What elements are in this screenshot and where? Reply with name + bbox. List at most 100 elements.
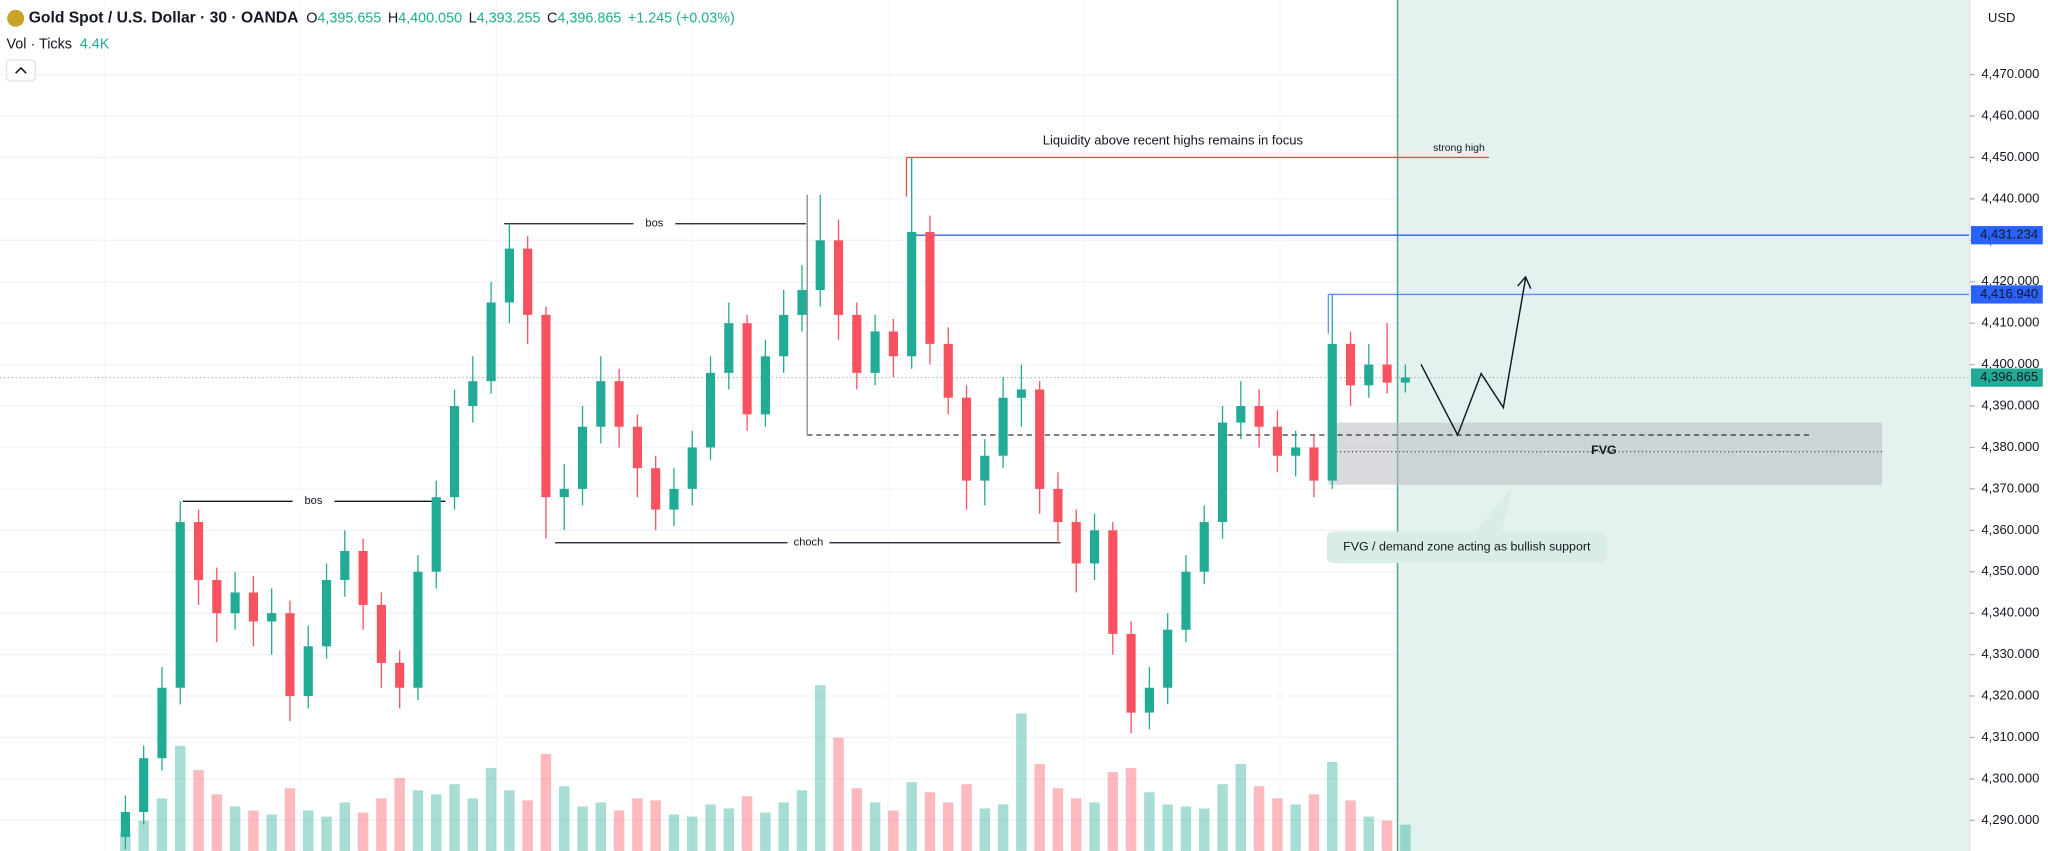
candle-body [669,488,679,510]
volume-bar [1253,786,1265,851]
volume-bar [467,798,479,851]
candle-body [431,497,441,572]
y-tick-label: 4,300.000 [1981,770,2039,785]
y-tick-label: 4,370.000 [1981,480,2039,495]
level-label: 4,396.865 [1980,369,2038,384]
ohlc-value: 4,395.655 [317,10,381,26]
candle-body [1181,571,1191,630]
collapse-icon[interactable] [15,66,27,74]
volume-bar [961,784,972,851]
candle-body [888,331,898,357]
structure-label: choch [794,537,824,549]
volume-bar [266,814,277,851]
y-tick-label: 4,360.000 [1981,522,2039,537]
volume-bar [1381,820,1393,851]
candle-body [852,314,862,373]
candle-body [449,406,460,498]
candle-body [523,248,533,315]
volume-bar [522,800,533,851]
candle-body [120,812,130,837]
candle-body [1309,447,1319,481]
symbol-icon [7,9,25,27]
volume-label: Vol · Ticks [7,36,72,52]
candle-body [212,580,222,614]
candle-body [998,397,1008,456]
volume-bar [851,788,863,851]
volume-bar [1400,824,1411,851]
volume-bar [321,816,332,851]
candle-body [687,447,697,489]
symbol-title: Gold Spot / U.S. Dollar · 30 · OANDA O4,3… [29,9,735,26]
candle-body [1108,530,1118,634]
candle-body [1016,389,1026,398]
title: Gold Spot / U.S. Dollar · 30 · OANDA [29,9,299,26]
currency[interactable]: USD [1988,10,2016,25]
header: USD Gold Spot / U.S. Dollar · 30 · OANDA… [5,9,2016,82]
collapse-button[interactable] [5,59,36,82]
candle-body [596,381,606,427]
volume-value: 4.4K [80,36,110,52]
volume-bar [1272,798,1283,851]
volume-bar [906,782,917,851]
volume-bar [668,814,680,851]
candle-body [248,592,258,622]
volume-bar [869,802,881,851]
candle-body [1144,687,1154,713]
candle-body [870,331,880,373]
ohlc-label: C [547,10,557,26]
y-tick-label: 4,380.000 [1981,439,2039,454]
candle-body [486,302,496,382]
volume-bar [943,802,954,851]
candle-body [1345,343,1356,386]
callout-text: FVG / demand zone acting as bullish supp… [1343,540,1591,554]
y-tick-label: 4,470.000 [1981,66,2039,81]
ohlc-label: H [388,10,398,26]
candle-body [1199,522,1209,572]
candle-body [907,232,917,357]
candle-body [376,604,386,663]
volume-bar [431,794,442,851]
y-tick-label: 4,440.000 [1981,190,2039,205]
label-bg [292,493,335,510]
candle-body [614,381,624,427]
candle-body [1272,426,1282,456]
price-axis [1969,0,2048,851]
volume-bar [175,745,186,851]
note-top: Liquidity above recent highs remains in … [1043,133,1304,148]
candle-layer [120,157,1410,850]
candle-body [815,240,825,291]
level-label: 4,416.940 [1980,286,2038,301]
candle-body [980,455,990,481]
candle-body [413,571,423,688]
volume-bar [632,798,643,851]
volume-bar [485,768,497,851]
volume-bar [1162,804,1173,851]
projection [1420,278,1527,437]
y-tick-label: 4,310.000 [1981,729,2039,744]
y-tick-label: 4,290.000 [1981,812,2039,827]
volume-bar [705,804,716,851]
level-box [1970,368,2043,387]
volume-bar [1199,808,1210,851]
label-bg [787,534,830,551]
candle-body [1236,406,1246,423]
overlay-layer: FVG / demand zone acting as bullish supp… [1327,275,1607,563]
volume-bar [193,770,204,851]
volume-bar [1144,792,1155,851]
ohlc-value: 4,400.050 [398,10,462,26]
volume-bar [138,820,149,851]
volume-bar [723,808,735,851]
candle-body [724,323,734,373]
y-tick-label: 4,350.000 [1981,563,2039,578]
volume-bar [303,810,314,851]
volume-bar [248,810,259,851]
candle-body [303,646,313,697]
y-tick-label: 4,320.000 [1981,687,2039,702]
volume-bar [1052,788,1064,851]
volume-bar [1089,802,1100,851]
ohlc-label: L [469,10,477,26]
candle-body [321,580,332,647]
candle-body [651,468,661,510]
y-tick-label: 4,340.000 [1981,605,2039,620]
candle-body [285,613,295,697]
